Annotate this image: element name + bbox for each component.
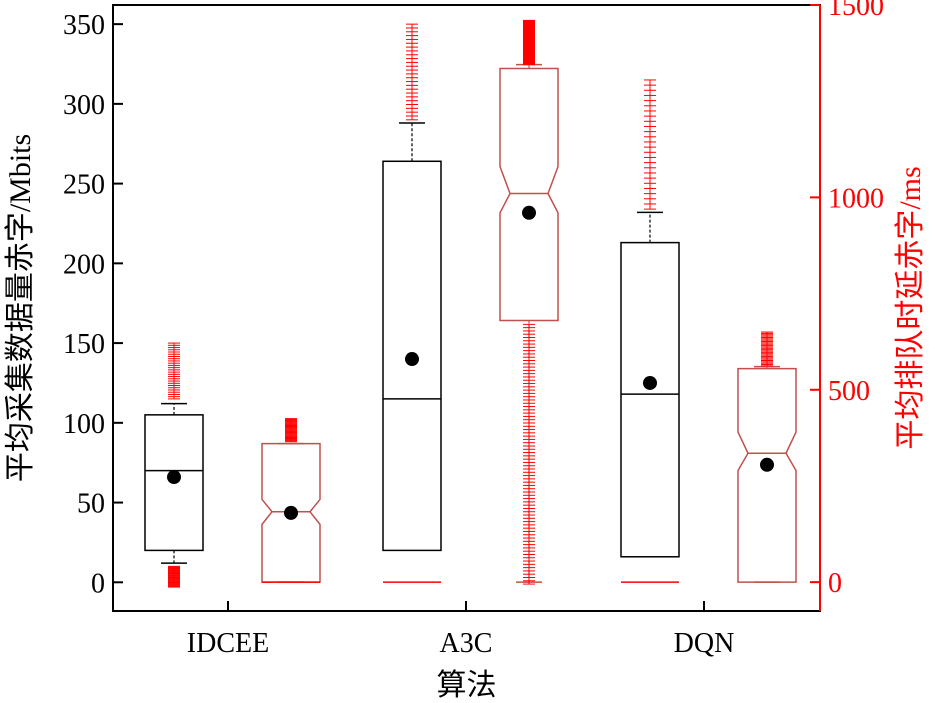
x-tick-label: DQN (674, 628, 735, 659)
left-y-tick-label: 300 (63, 90, 105, 121)
x-tick-label: IDCEE (187, 628, 269, 659)
x-tick-label: A3C (440, 628, 493, 659)
mean-marker (643, 375, 657, 390)
right-y-tick-label: 500 (828, 376, 870, 407)
left-y-axis-label: 平均采集数据量赤字/Mbits (4, 134, 37, 482)
plot-frame (112, 4, 821, 612)
left-y-tick-label: 0 (91, 568, 105, 599)
box-left-a3c (382, 122, 442, 552)
mean-marker (760, 457, 774, 472)
box-right-idcee (261, 442, 321, 583)
mean-marker (405, 352, 419, 367)
mean-marker (522, 205, 536, 220)
box-left-idcee (144, 402, 204, 564)
left-y-tick-label: 100 (63, 409, 105, 440)
x-axis-label: 算法 (437, 668, 497, 703)
box-body (499, 67, 559, 322)
right-y-axis-label: 平均排队时延赤字/ms (894, 166, 927, 449)
left-y-tick-label: 150 (63, 329, 105, 360)
box-right-dqn (737, 365, 797, 583)
mean-marker (167, 470, 181, 485)
right-y-tick-label: 0 (828, 568, 842, 599)
left-y-tick-label: 50 (77, 489, 105, 520)
box-body (620, 241, 680, 558)
mean-marker (284, 505, 298, 520)
right-y-tick-label: 1000 (828, 183, 884, 214)
right-y-tick-label: 1500 (828, 0, 884, 22)
left-y-tick-label: 250 (63, 170, 105, 201)
left-y-tick-label: 350 (63, 10, 105, 41)
left-y-tick-label: 200 (63, 249, 105, 280)
box-left-dqn (620, 211, 680, 558)
box-body (737, 367, 797, 583)
plot-area: 0 50 100 150 200 250 300 350 0 500 1000 1500 IDCEE A3… (63, 0, 884, 659)
